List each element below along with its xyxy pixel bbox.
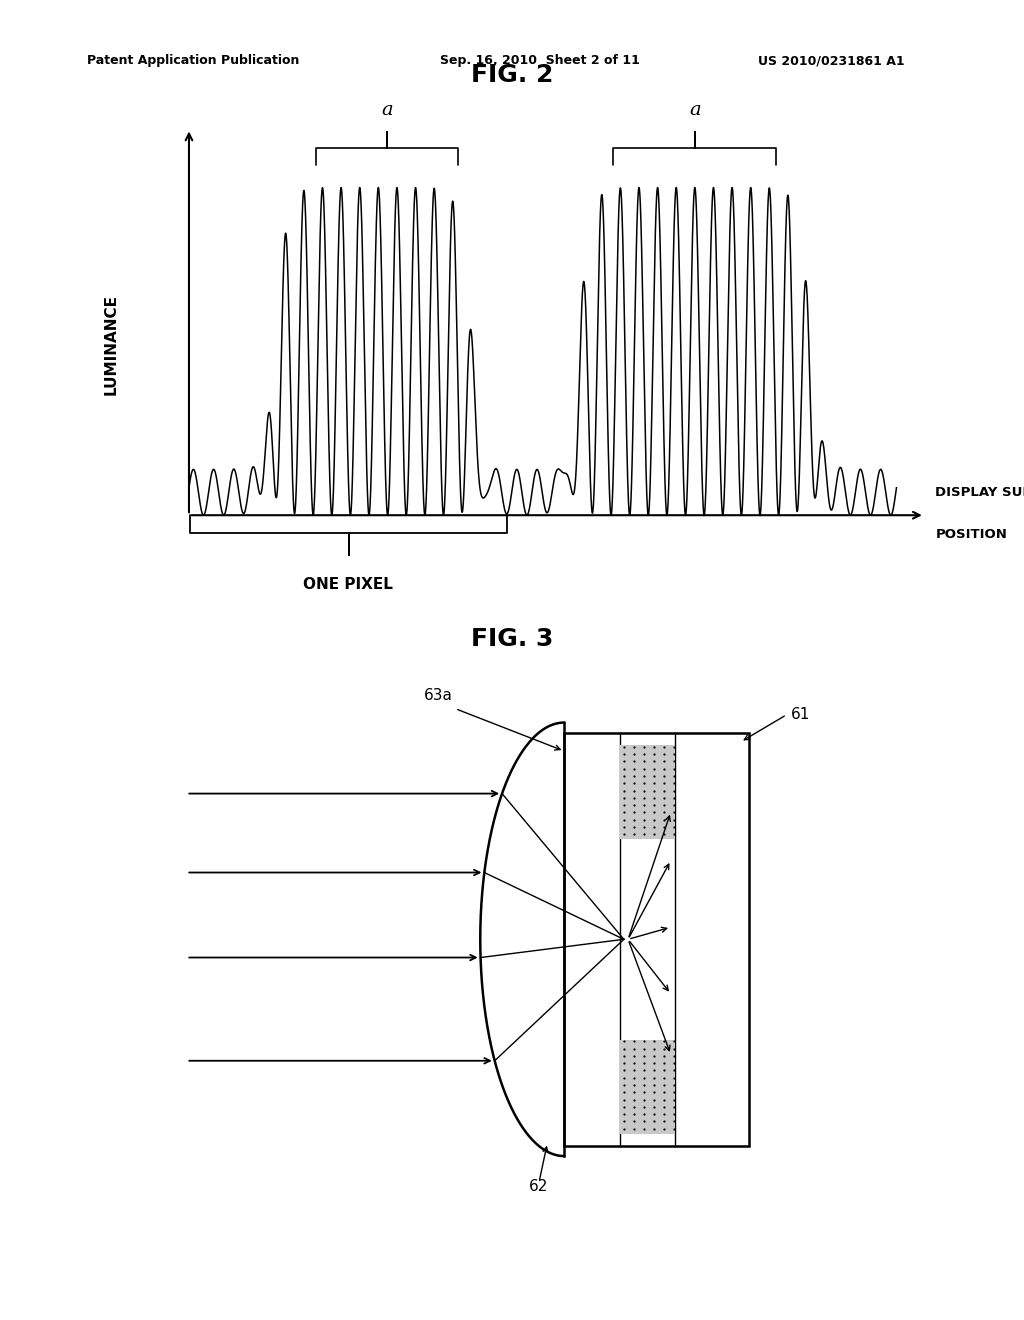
Text: a: a <box>689 100 700 119</box>
Text: 62: 62 <box>529 1179 549 1195</box>
Text: POSITION: POSITION <box>935 528 1008 541</box>
Text: a: a <box>381 100 393 119</box>
Bar <box>620 1040 675 1134</box>
Text: Patent Application Publication: Patent Application Publication <box>87 54 299 67</box>
Text: 61: 61 <box>791 708 810 722</box>
Text: FIG. 2: FIG. 2 <box>471 63 553 87</box>
Text: DISPLAY SURFACE: DISPLAY SURFACE <box>935 486 1024 499</box>
Bar <box>620 744 675 840</box>
Text: FIG. 3: FIG. 3 <box>471 627 553 651</box>
Text: ONE PIXEL: ONE PIXEL <box>303 577 393 593</box>
Text: 63a: 63a <box>424 688 453 702</box>
Text: Sep. 16, 2010  Sheet 2 of 11: Sep. 16, 2010 Sheet 2 of 11 <box>440 54 640 67</box>
Bar <box>564 733 749 1146</box>
Text: US 2010/0231861 A1: US 2010/0231861 A1 <box>758 54 904 67</box>
Text: LUMINANCE: LUMINANCE <box>103 294 119 395</box>
